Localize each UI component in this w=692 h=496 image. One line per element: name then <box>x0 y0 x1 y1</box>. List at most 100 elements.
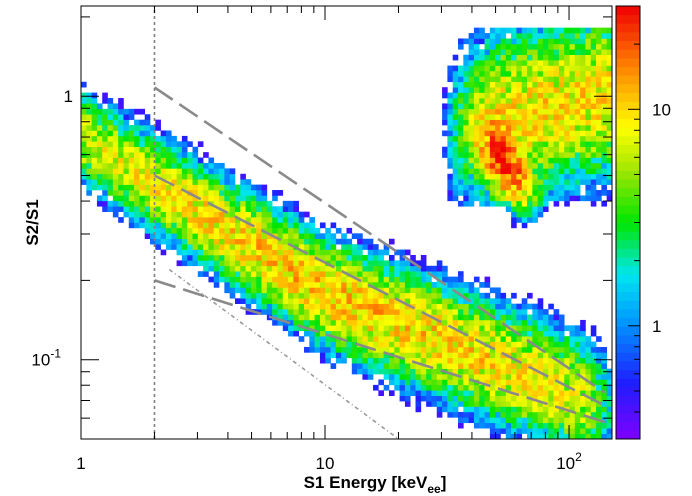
heatmap-cell <box>542 146 549 153</box>
heatmap-cell <box>442 108 448 115</box>
heatmap-cell <box>479 411 485 418</box>
heatmap-cell <box>304 314 310 321</box>
heatmap-cell <box>553 146 560 153</box>
heatmap-cell <box>558 76 565 83</box>
heatmap-cell <box>532 141 538 148</box>
heatmap-cell <box>330 276 337 283</box>
heatmap-cell <box>394 368 400 375</box>
heatmap-cell <box>208 244 215 250</box>
heatmap-cell <box>447 292 453 299</box>
heatmap-cell <box>463 70 469 77</box>
heatmap-cell <box>304 276 310 283</box>
heatmap-cell <box>489 363 496 369</box>
heatmap-cell <box>473 168 480 175</box>
heatmap-cell <box>330 346 337 353</box>
heatmap-cell <box>585 374 592 380</box>
heatmap-cell <box>516 65 523 72</box>
heatmap-cell <box>500 168 507 175</box>
heatmap-cell <box>431 352 438 359</box>
heatmap-cell <box>580 422 586 429</box>
heatmap-cell <box>128 206 135 212</box>
heatmap-cell <box>219 179 225 185</box>
heatmap-cell <box>452 157 459 164</box>
palette-segment <box>616 231 640 241</box>
heatmap-cell <box>569 157 576 164</box>
heatmap-cell <box>574 390 581 396</box>
heatmap-cell <box>553 395 560 402</box>
heatmap-cell <box>155 222 161 229</box>
heatmap-cell <box>426 298 432 304</box>
heatmap-cell <box>463 60 469 66</box>
heatmap-cell <box>325 244 331 250</box>
heatmap-cell <box>489 125 496 131</box>
heatmap-cell <box>569 368 576 375</box>
heatmap-cell <box>410 309 416 315</box>
heatmap-cell <box>532 401 538 407</box>
heatmap-cell <box>112 103 119 110</box>
heatmap-cell <box>569 98 576 104</box>
heatmap-cell <box>473 87 480 93</box>
heatmap-cell <box>277 190 284 196</box>
heatmap-cell <box>373 352 379 359</box>
heatmap-cell <box>288 319 294 326</box>
heatmap-cell <box>171 173 177 180</box>
heatmap-cell <box>187 211 193 218</box>
heatmap-cell <box>495 433 501 440</box>
heatmap-cell <box>293 222 300 229</box>
heatmap-cell <box>537 114 544 120</box>
heatmap-cell <box>521 374 528 380</box>
heatmap-cell <box>452 309 459 315</box>
heatmap-cell <box>81 135 87 142</box>
heatmap-cell <box>192 157 199 164</box>
heatmap-cell <box>537 428 544 434</box>
heatmap-cell <box>596 162 602 169</box>
heatmap-cell <box>542 352 549 359</box>
heatmap-cell <box>330 249 337 256</box>
heatmap-cell <box>458 98 464 104</box>
heatmap-cell <box>564 422 570 429</box>
heatmap-cell <box>298 217 305 223</box>
heatmap-cell <box>330 282 337 288</box>
heatmap-cell <box>442 330 448 337</box>
heatmap-cell <box>452 135 459 142</box>
heatmap-cell <box>564 54 570 61</box>
heatmap-cell <box>219 173 225 180</box>
heatmap-cell <box>431 325 438 332</box>
heatmap-cell <box>240 249 246 256</box>
heatmap-cell <box>542 92 549 99</box>
heatmap-cell <box>378 249 384 256</box>
heatmap-cell <box>489 357 496 364</box>
heatmap-cell <box>335 346 342 353</box>
heatmap-cell <box>431 303 438 310</box>
heatmap-cell <box>537 168 544 175</box>
heatmap-cell <box>527 130 533 137</box>
heatmap-cell <box>436 390 443 396</box>
heatmap-cell <box>272 238 278 245</box>
heatmap-cell <box>357 325 363 332</box>
heatmap-cell <box>569 374 576 380</box>
heatmap-cell <box>139 179 146 185</box>
heatmap-cell <box>596 428 602 434</box>
heatmap-cell <box>521 179 528 185</box>
heatmap-cell <box>399 341 406 348</box>
heatmap-cell <box>580 330 586 337</box>
heatmap-cell <box>176 206 183 212</box>
heatmap-cell <box>500 54 507 61</box>
heatmap-cell <box>107 125 114 131</box>
heatmap-cell <box>473 346 480 353</box>
heatmap-cell <box>383 276 390 283</box>
heatmap-cell <box>192 206 199 212</box>
heatmap-cell <box>468 60 475 66</box>
heatmap-cell <box>580 352 586 359</box>
heatmap-cell <box>224 195 230 202</box>
heatmap-cell <box>139 217 146 223</box>
heatmap-cell <box>553 92 560 99</box>
heatmap-cell <box>415 352 422 359</box>
heatmap-cell <box>309 314 315 321</box>
heatmap-cell <box>367 309 374 315</box>
heatmap-cell <box>388 298 395 304</box>
heatmap-cell <box>309 249 315 256</box>
heatmap-cell <box>452 98 459 104</box>
heatmap-cell <box>335 254 342 261</box>
heatmap-cell <box>468 200 475 207</box>
